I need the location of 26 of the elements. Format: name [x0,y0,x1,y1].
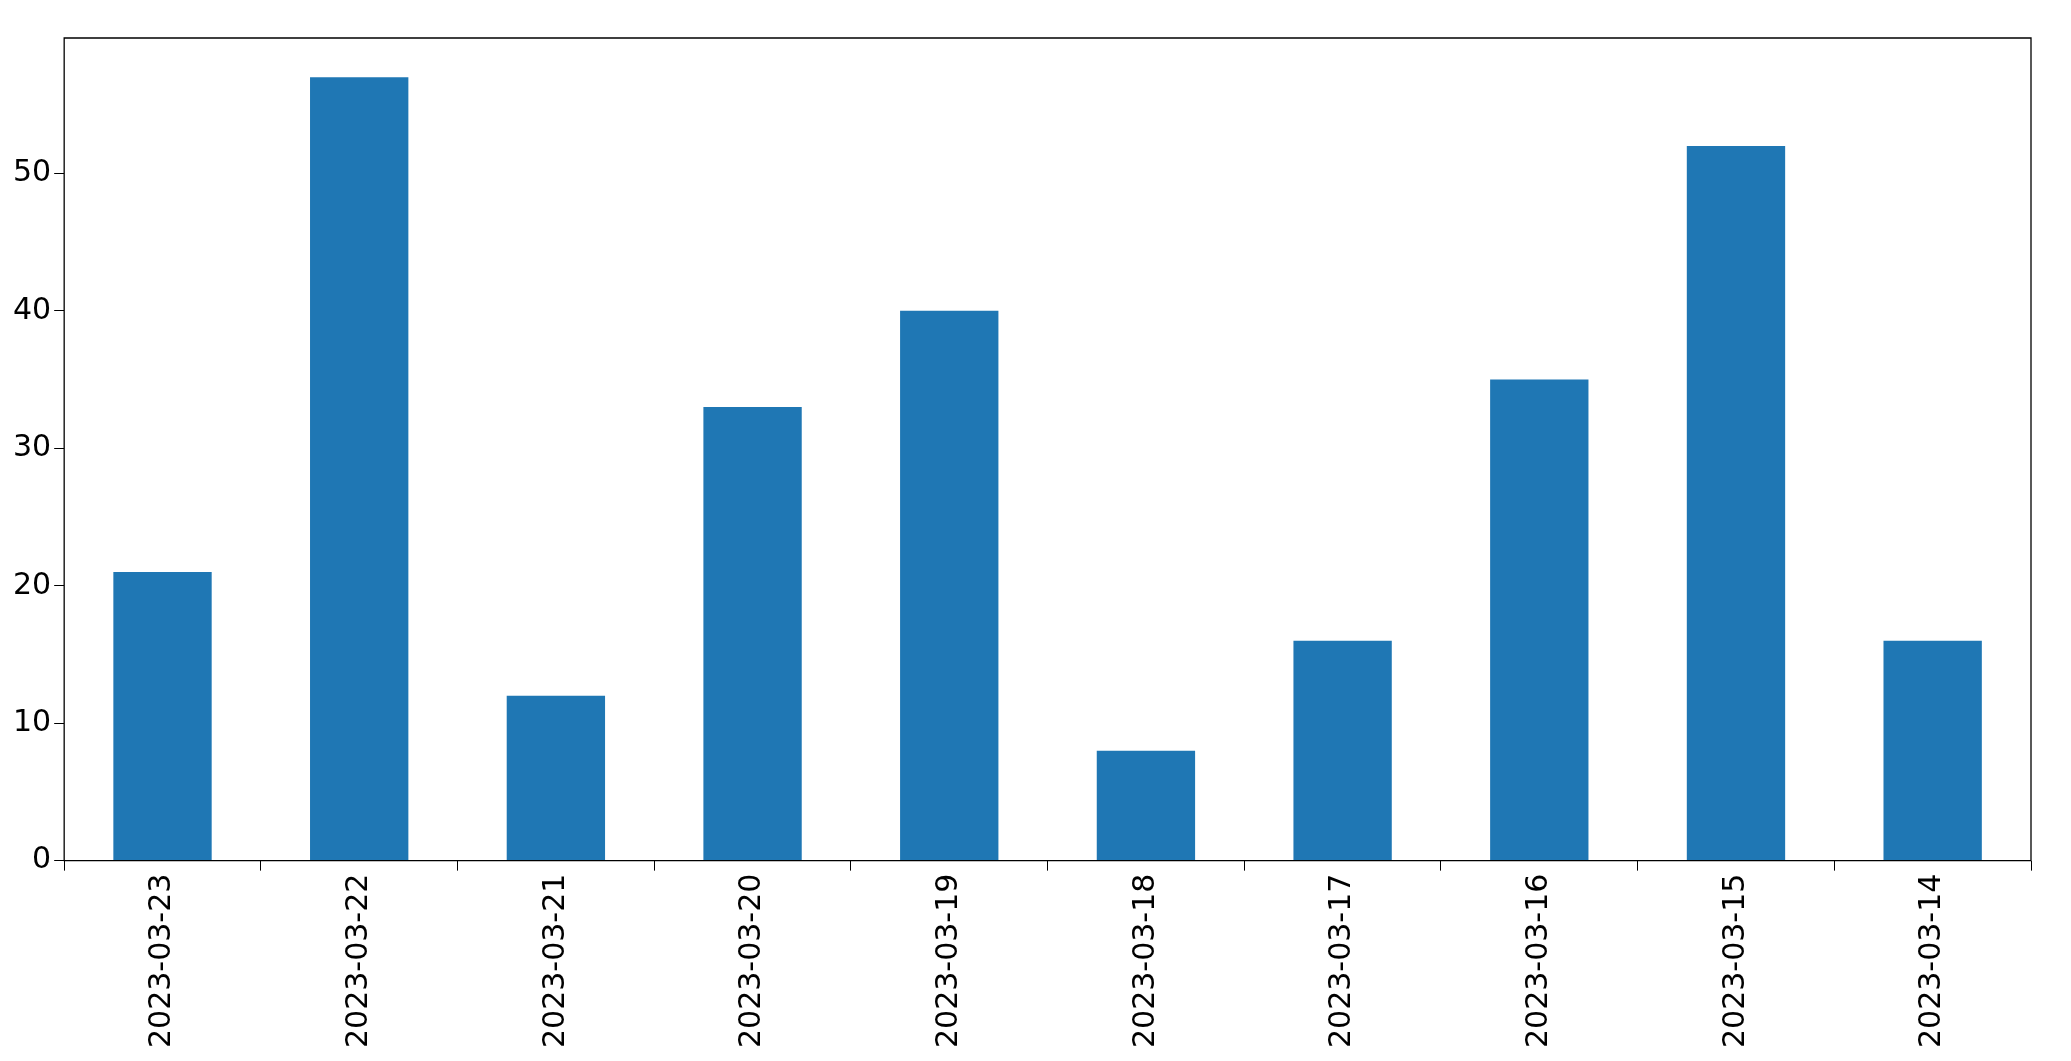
bar [1686,145,1786,861]
x-tick-label: 2023-03-17 [1322,873,1358,1049]
y-tick-label: 50 [12,153,52,189]
y-tick-label: 20 [12,565,52,601]
x-tick-label: 2023-03-21 [535,873,571,1049]
bar [703,407,802,861]
x-tick-label: 2023-03-16 [1519,873,1555,1049]
bar [113,572,212,861]
x-tick-label: 2023-03-19 [929,873,965,1049]
bar [1096,750,1196,861]
y-tick-label: 10 [12,703,52,738]
bar [310,77,409,861]
y-tick-label: 0 [32,840,52,876]
x-tick-label: 2023-03-23 [142,873,178,1049]
y-tick-label: 30 [12,428,52,464]
bar [506,695,606,861]
bar [1883,640,1982,861]
bar [1490,379,1589,861]
bar [900,310,999,861]
x-tick-label: 2023-03-20 [732,873,768,1049]
x-tick-label: 2023-03-15 [1715,873,1751,1049]
bar [1293,640,1392,861]
y-tick-label: 40 [12,290,52,326]
x-tick-label: 2023-03-18 [1125,873,1161,1049]
x-tick-label: 2023-03-14 [1912,873,1948,1049]
x-tick-label: 2023-03-22 [338,873,374,1049]
